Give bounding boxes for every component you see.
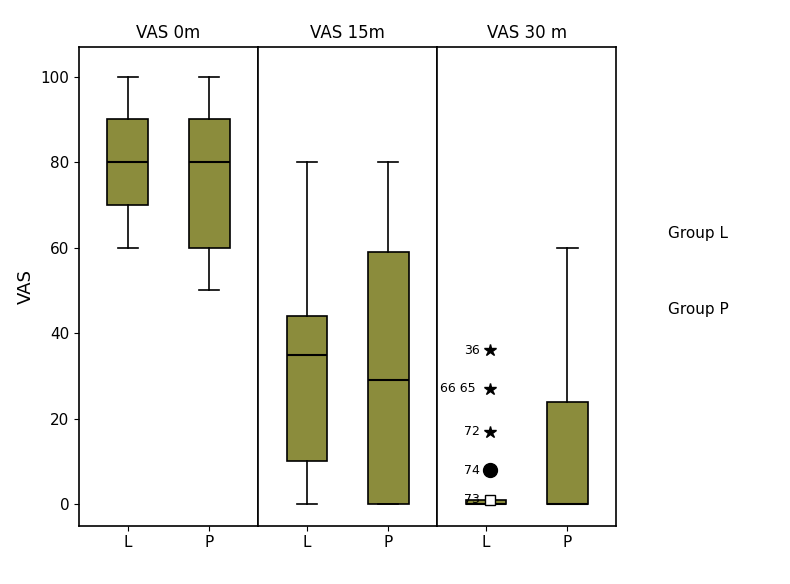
Text: 73: 73	[465, 493, 480, 506]
Text: Group P: Group P	[668, 302, 728, 317]
Text: 66 65: 66 65	[440, 383, 476, 395]
Title: VAS 15m: VAS 15m	[310, 25, 385, 43]
PathPatch shape	[189, 119, 230, 248]
Text: 36: 36	[465, 344, 480, 357]
PathPatch shape	[547, 402, 588, 504]
PathPatch shape	[368, 252, 408, 504]
Text: 74: 74	[465, 464, 480, 477]
PathPatch shape	[107, 119, 149, 205]
Y-axis label: VAS: VAS	[17, 269, 35, 304]
Title: VAS 0m: VAS 0m	[137, 25, 201, 43]
Text: 72: 72	[465, 425, 480, 438]
Title: VAS 30 m: VAS 30 m	[487, 25, 566, 43]
Text: Group L: Group L	[668, 226, 728, 241]
PathPatch shape	[287, 316, 327, 461]
PathPatch shape	[465, 500, 506, 504]
